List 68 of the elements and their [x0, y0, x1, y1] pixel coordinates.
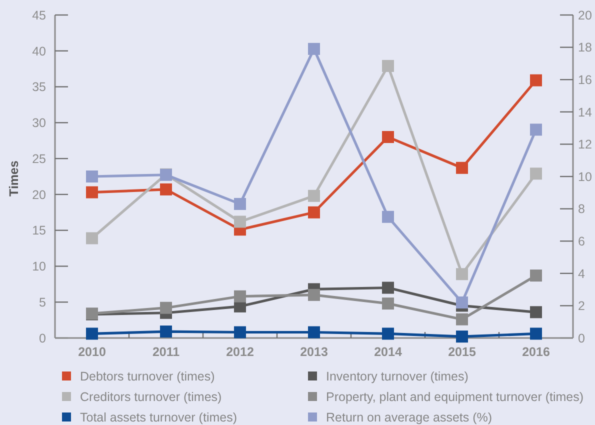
y2-tick-label: 6	[578, 234, 585, 248]
y2-tick-label: 20	[578, 8, 592, 22]
legend-label: Creditors turnover (times)	[80, 390, 222, 404]
point	[160, 183, 172, 196]
y2-tick-label: 4	[578, 266, 585, 281]
point	[382, 328, 394, 340]
point	[382, 131, 394, 144]
legend-label: Return on average assets (%)	[326, 410, 492, 424]
y-axis-title: Times	[7, 160, 21, 196]
point	[382, 298, 394, 310]
y-tick-label: 10	[32, 260, 46, 274]
point	[530, 74, 542, 86]
point	[530, 270, 542, 282]
point	[382, 282, 394, 294]
point	[86, 328, 98, 340]
y2-tick-label: 14	[578, 105, 592, 120]
point	[530, 306, 542, 318]
point	[308, 288, 320, 301]
y-tick-label: 15	[32, 224, 46, 238]
point	[308, 206, 320, 218]
point	[308, 42, 320, 55]
x-tick-label: 2016	[522, 345, 550, 359]
point	[234, 198, 246, 210]
point	[160, 326, 172, 338]
legend-label: Debtors turnover (times)	[80, 369, 215, 384]
point	[234, 216, 246, 228]
point	[456, 268, 468, 280]
y-tick-label: 40	[32, 44, 46, 58]
y-tick-label: 5	[39, 295, 46, 310]
point	[234, 290, 246, 302]
x-tick-label: 2011	[152, 345, 180, 359]
point	[308, 326, 320, 338]
legend-label: Total assets turnover (times)	[80, 410, 237, 424]
point	[456, 330, 468, 343]
point	[86, 170, 98, 182]
y-tick-label: 20	[32, 188, 46, 202]
x-tick-label: 2013	[300, 345, 328, 359]
x-tick-label: 2012	[226, 345, 254, 359]
y-tick-label: 30	[32, 116, 46, 130]
point	[456, 296, 468, 308]
point	[530, 124, 542, 136]
point	[160, 302, 172, 314]
point	[456, 162, 468, 174]
point	[530, 328, 542, 340]
point	[86, 232, 98, 244]
y2-tick-label: 12	[578, 138, 592, 152]
y2-tick-label: 10	[578, 170, 592, 184]
point	[234, 326, 246, 338]
legend-label: Inventory turnover (times)	[326, 369, 468, 384]
point	[382, 210, 394, 223]
point	[86, 186, 98, 198]
y-tick-label: 25	[32, 152, 46, 166]
y2-tick-label: 18	[578, 40, 592, 55]
x-tick-label: 2015	[448, 345, 476, 359]
x-tick-label: 2010	[78, 345, 106, 359]
y2-tick-label: 2	[578, 299, 585, 314]
y-tick-label: 45	[32, 8, 46, 22]
point	[456, 313, 468, 326]
y-tick-label: 0	[39, 331, 46, 346]
x-tick-label: 2014	[374, 345, 402, 359]
y2-tick-label: 16	[578, 72, 592, 87]
point	[382, 60, 394, 72]
point	[308, 190, 320, 202]
point	[530, 168, 542, 180]
legend-label: Property, plant and equipment turnover (times)	[326, 390, 584, 404]
y2-tick-label: 8	[578, 202, 585, 216]
y-tick-label: 35	[32, 80, 46, 94]
y2-tick-label: 0	[578, 331, 585, 346]
